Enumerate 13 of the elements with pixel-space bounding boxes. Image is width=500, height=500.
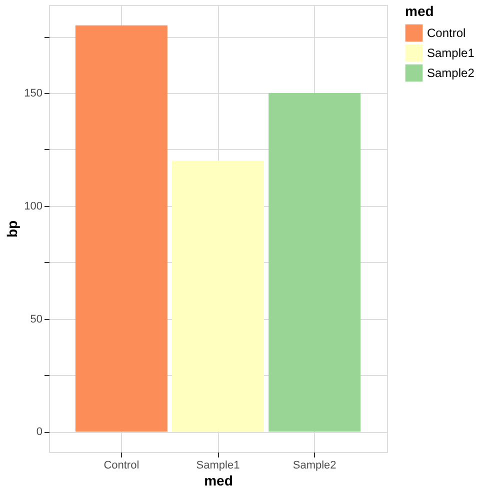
x-tick-label: Sample2 [292,460,336,472]
legend-title: med [405,3,434,19]
y-tick-label: 50 [30,313,42,326]
y-axis-title: bp [4,220,20,238]
legend-label: Sample2 [427,66,475,80]
legend-label: Control [427,26,466,40]
y-tick-label: 150 [24,88,42,100]
x-axis-title: med [204,472,233,488]
y-tick-label: 0 [36,426,42,438]
legend-label: Sample1 [427,46,475,60]
x-tick-label: Control [104,460,140,472]
x-tick-label: Sample1 [196,460,240,472]
y-tick-label: 100 [24,200,42,212]
